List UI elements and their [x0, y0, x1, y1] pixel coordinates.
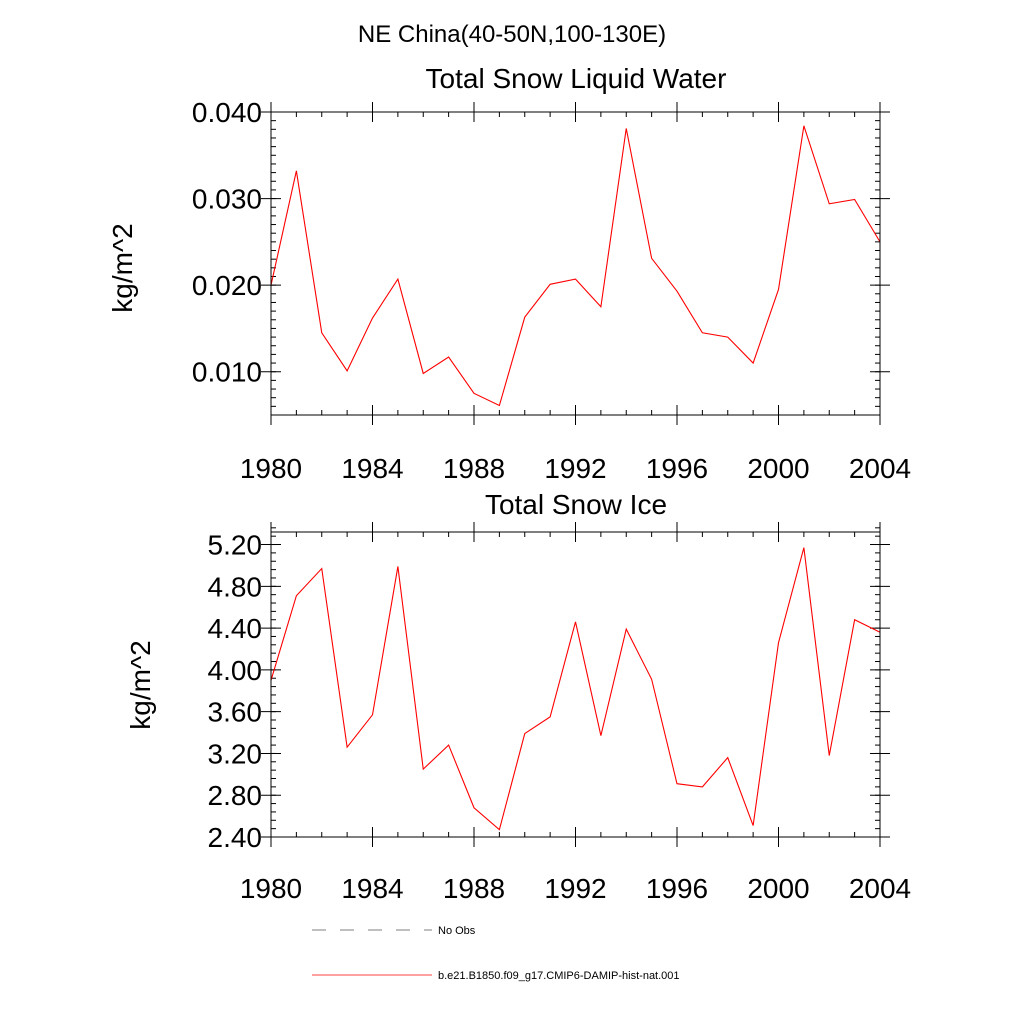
- y-axis-label: kg/m^2: [125, 640, 156, 729]
- x-tick-label: 1992: [544, 873, 606, 904]
- y-tick-label: 4.40: [208, 613, 263, 644]
- y-tick-label: 3.20: [208, 738, 263, 769]
- y-tick-label: 0.010: [192, 357, 262, 388]
- y-tick-label: 3.60: [208, 697, 263, 728]
- legend-label-model: b.e21.B1850.f09_g17.CMIP6-DAMIP-hist-nat…: [438, 970, 680, 982]
- y-tick-label: 5.20: [208, 530, 263, 561]
- x-tick-label: 1988: [443, 873, 505, 904]
- chart-panel-snow-ice: Total Snow Ice kg/m^2 1980 1984 1988 1992 19…: [125, 489, 911, 904]
- series-line: [270, 547, 881, 831]
- y-tick-label: 2.40: [208, 822, 263, 853]
- y-tick-label: 0.020: [192, 270, 262, 301]
- legend-label-no-obs: No Obs: [438, 925, 476, 937]
- x-tick-label: 1980: [240, 453, 302, 484]
- chart-panel-liquid-water: Total Snow Liquid Water kg/m^2 1980 1984 1…: [107, 63, 911, 484]
- y-axis-label: kg/m^2: [107, 223, 138, 312]
- x-tick-label: 1996: [646, 873, 708, 904]
- x-tick-label: 1984: [341, 873, 403, 904]
- x-tick-label: 2000: [747, 873, 809, 904]
- x-tick-label: 2000: [747, 453, 809, 484]
- chart-marks: 1980 1984 1988 1992 1996 2000 2004 0.010 0.020 0.…: [192, 97, 911, 484]
- legend: No Obs b.e21.B1850.f09_g17.CMIP6-DAMIP-h…: [312, 925, 680, 982]
- y-tick-label: 2.80: [208, 780, 263, 811]
- series-line: [270, 125, 881, 407]
- y-tick-label: 0.030: [192, 184, 262, 215]
- chart-title: Total Snow Liquid Water: [426, 63, 727, 94]
- chart-marks: 1980 1984 1988 1992 1996 2000 2004 2.40 2.80 3.20…: [208, 522, 911, 904]
- x-tick-label: 1980: [240, 873, 302, 904]
- y-tick-label: 0.040: [192, 97, 262, 128]
- figure-supertitle: NE China(40-50N,100-130E): [358, 21, 666, 48]
- plot-frame: [270, 531, 881, 838]
- chart-title: Total Snow Ice: [485, 489, 667, 520]
- x-tick-label: 2004: [849, 873, 911, 904]
- x-tick-label: 1996: [646, 453, 708, 484]
- y-tick-label: 4.80: [208, 571, 263, 602]
- y-tick-label: 4.00: [208, 655, 263, 686]
- x-tick-label: 2004: [849, 453, 911, 484]
- x-tick-label: 1988: [443, 453, 505, 484]
- plot-frame: [270, 111, 881, 416]
- x-tick-label: 1984: [341, 453, 403, 484]
- x-tick-label: 1992: [544, 453, 606, 484]
